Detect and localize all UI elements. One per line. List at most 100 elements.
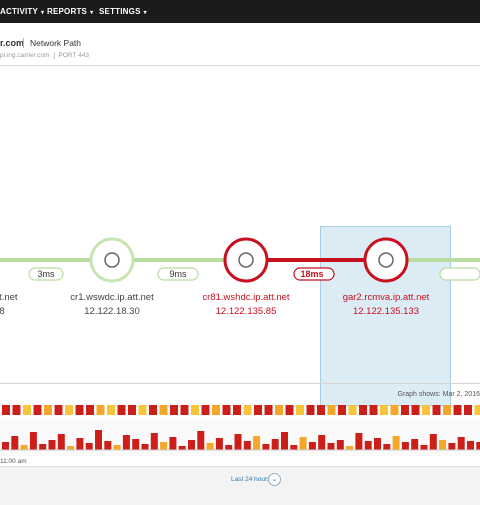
history-bar[interactable]	[262, 444, 269, 450]
status-cell[interactable]	[128, 405, 136, 415]
history-bar[interactable]	[39, 444, 46, 450]
status-cell[interactable]	[412, 405, 420, 415]
history-bar[interactable]	[169, 437, 176, 450]
status-cell[interactable]	[181, 405, 189, 415]
status-cell[interactable]	[338, 405, 346, 415]
status-cell[interactable]	[223, 405, 231, 415]
status-cell[interactable]	[307, 405, 315, 415]
history-bar[interactable]	[104, 441, 111, 450]
status-cell[interactable]	[86, 405, 94, 415]
history-bar[interactable]	[281, 432, 288, 450]
history-bar[interactable]	[235, 434, 242, 450]
history-bar[interactable]	[346, 446, 353, 450]
status-cell[interactable]	[160, 405, 168, 415]
history-bar[interactable]	[67, 446, 74, 450]
history-bar[interactable]	[309, 442, 316, 450]
status-cell[interactable]	[464, 405, 472, 415]
history-bar[interactable]	[142, 444, 149, 450]
status-cell[interactable]	[202, 405, 210, 415]
history-bar[interactable]	[337, 440, 344, 450]
status-cell[interactable]	[107, 405, 115, 415]
history-bar[interactable]	[21, 445, 28, 450]
status-cell[interactable]	[475, 405, 480, 415]
history-bar[interactable]	[476, 442, 480, 450]
status-cell[interactable]	[359, 405, 367, 415]
nav-settings[interactable]: SETTINGS▾	[99, 7, 147, 16]
history-bar[interactable]	[383, 444, 390, 450]
status-cell[interactable]	[118, 405, 126, 415]
status-cell[interactable]	[149, 405, 157, 415]
history-bar[interactable]	[300, 437, 307, 450]
history-bar[interactable]	[30, 432, 37, 450]
status-cell[interactable]	[296, 405, 304, 415]
status-cell[interactable]	[349, 405, 357, 415]
history-bar[interactable]	[290, 445, 297, 450]
history-bar[interactable]	[467, 441, 474, 450]
history-bar[interactable]	[151, 433, 158, 450]
status-cell[interactable]	[286, 405, 294, 415]
status-cell[interactable]	[65, 405, 73, 415]
history-bar[interactable]	[253, 436, 260, 450]
history-bar[interactable]	[76, 438, 83, 450]
status-cell[interactable]	[265, 405, 273, 415]
hop-node-1[interactable]	[91, 239, 133, 281]
history-bar[interactable]	[11, 436, 18, 450]
history-bar[interactable]	[458, 437, 465, 450]
status-cell[interactable]	[443, 405, 451, 415]
history-bar[interactable]	[86, 443, 93, 450]
history-bar[interactable]	[374, 438, 381, 450]
status-cell[interactable]	[44, 405, 52, 415]
history-bar[interactable]	[318, 435, 325, 450]
nav-reports[interactable]: REPORTS▾	[47, 7, 93, 16]
status-cell[interactable]	[170, 405, 178, 415]
history-bar[interactable]	[197, 431, 204, 450]
status-cell[interactable]	[433, 405, 441, 415]
status-cell[interactable]	[139, 405, 147, 415]
history-bar[interactable]	[244, 441, 251, 450]
status-cell[interactable]	[254, 405, 262, 415]
hop-node-2[interactable]	[225, 239, 267, 281]
status-cell[interactable]	[34, 405, 42, 415]
history-bar[interactable]	[49, 440, 56, 450]
status-cell[interactable]	[401, 405, 409, 415]
history-bar[interactable]	[207, 443, 214, 450]
history-bar[interactable]	[188, 440, 195, 450]
history-bar[interactable]	[430, 434, 437, 450]
status-heat-strip[interactable]	[0, 403, 480, 417]
status-cell[interactable]	[328, 405, 336, 415]
history-bar[interactable]	[393, 436, 400, 450]
status-cell[interactable]	[23, 405, 31, 415]
history-bar[interactable]	[132, 439, 139, 450]
time-range-label[interactable]: Last 24 hours	[231, 476, 270, 483]
history-bar[interactable]	[114, 445, 121, 450]
history-bar[interactable]	[448, 443, 455, 450]
history-bar[interactable]	[272, 439, 279, 450]
history-bar[interactable]	[2, 442, 9, 450]
host-name[interactable]: r.com	[0, 38, 24, 48]
history-bar[interactable]	[95, 430, 102, 450]
nav-activity[interactable]: ACTIVITY▾	[0, 7, 44, 16]
status-cell[interactable]	[2, 405, 10, 415]
status-cell[interactable]	[370, 405, 378, 415]
status-cell[interactable]	[244, 405, 252, 415]
history-bar[interactable]	[216, 438, 223, 450]
history-bar[interactable]	[225, 445, 232, 450]
history-bar[interactable]	[179, 446, 186, 450]
status-cell[interactable]	[454, 405, 462, 415]
status-cell[interactable]	[317, 405, 325, 415]
status-cell[interactable]	[191, 405, 199, 415]
status-cell[interactable]	[275, 405, 283, 415]
history-bar[interactable]	[58, 434, 65, 450]
status-cell[interactable]	[55, 405, 63, 415]
history-bar[interactable]	[160, 442, 167, 450]
hop-node-3[interactable]	[365, 239, 407, 281]
chevron-down-icon[interactable]: ⌄	[268, 473, 281, 486]
history-bar[interactable]	[355, 433, 362, 450]
status-cell[interactable]	[233, 405, 241, 415]
history-bar[interactable]	[439, 440, 446, 450]
history-bar[interactable]	[421, 445, 428, 450]
history-bar[interactable]	[328, 443, 335, 450]
status-cell[interactable]	[422, 405, 430, 415]
history-chart[interactable]	[0, 420, 480, 456]
status-cell[interactable]	[97, 405, 105, 415]
